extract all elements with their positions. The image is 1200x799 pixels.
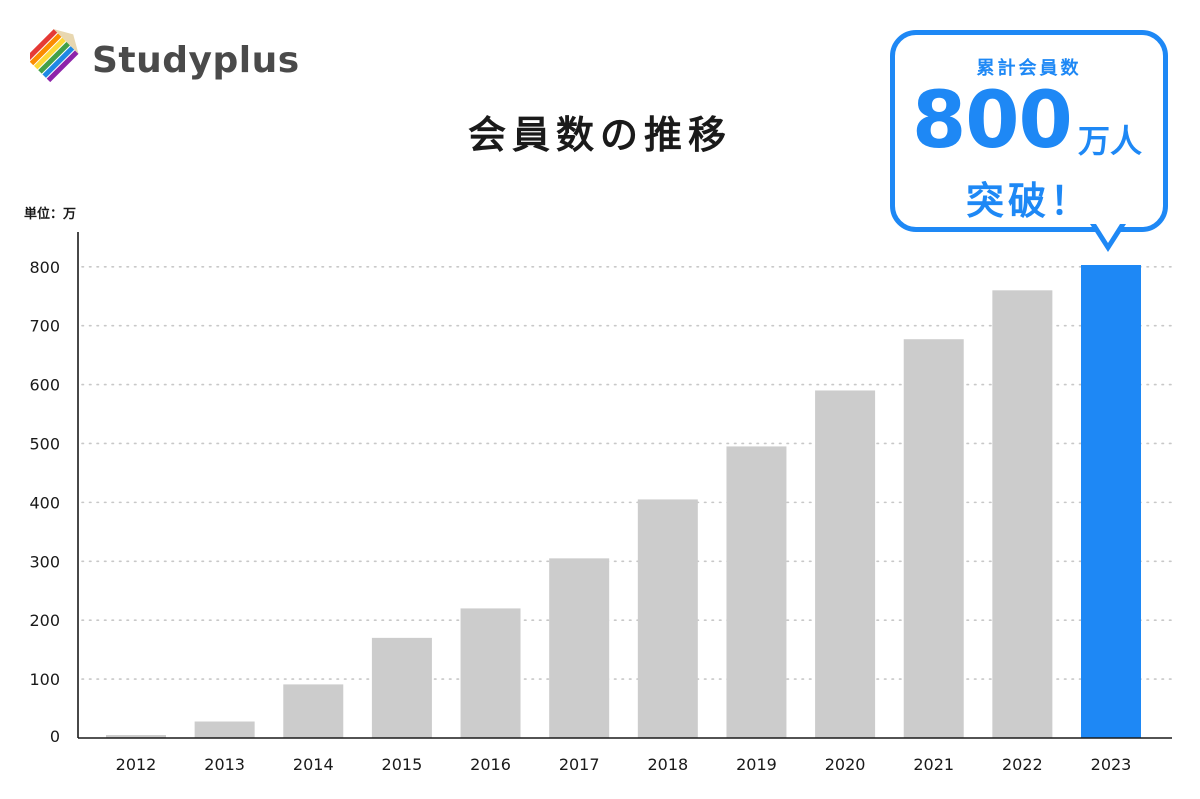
x-tick-label: 2023 bbox=[1091, 755, 1132, 774]
brand-name: Studyplus bbox=[92, 40, 300, 81]
bar bbox=[992, 290, 1053, 738]
x-tick-label: 2019 bbox=[736, 755, 777, 774]
milestone-callout: 累計会員数 800 万人 突破！ bbox=[890, 30, 1168, 252]
y-tick-label: 800 bbox=[29, 258, 60, 277]
x-tick-label: 2022 bbox=[1002, 755, 1043, 774]
label-layer: 0 100 200 300 400 500 600 700 800 2012 2013 2014 201… bbox=[29, 258, 1131, 774]
bar bbox=[637, 499, 698, 738]
callout-unit: 万人 bbox=[1078, 122, 1143, 160]
bar bbox=[371, 637, 432, 738]
callout-pointer bbox=[1090, 224, 1126, 252]
x-tick-label: 2020 bbox=[825, 755, 866, 774]
callout-number: 800 bbox=[912, 76, 1073, 166]
x-tick-label: 2016 bbox=[470, 755, 511, 774]
grid-layer bbox=[81, 265, 1173, 680]
bar bbox=[726, 446, 787, 738]
x-tick-label: 2021 bbox=[913, 755, 954, 774]
y-tick-label: 400 bbox=[29, 493, 60, 512]
x-tick-label: 2012 bbox=[116, 755, 157, 774]
bar bbox=[903, 339, 964, 738]
bar bbox=[283, 684, 344, 738]
bar bbox=[815, 390, 876, 738]
callout-box bbox=[890, 30, 1168, 232]
x-tick-label: 2015 bbox=[382, 755, 423, 774]
y-tick-label: 100 bbox=[29, 670, 60, 689]
callout-label: 累計会員数 bbox=[976, 58, 1082, 79]
chart-title: 会員数の推移 bbox=[467, 113, 732, 157]
bar-layer bbox=[106, 265, 1141, 738]
bar bbox=[460, 608, 521, 738]
callout-suffix: 突破！ bbox=[965, 179, 1092, 223]
x-tick-label: 2017 bbox=[559, 755, 600, 774]
x-tick-label: 2018 bbox=[647, 755, 688, 774]
pencil-stripes-icon bbox=[30, 29, 79, 83]
bar bbox=[106, 735, 166, 738]
brand-logo: Studyplus bbox=[30, 28, 299, 90]
axis-layer bbox=[77, 232, 1172, 739]
x-tick-label: 2014 bbox=[293, 755, 334, 774]
y-tick-label: 700 bbox=[29, 317, 60, 336]
bar-highlight bbox=[1081, 265, 1141, 738]
x-tick-label: 2013 bbox=[204, 755, 245, 774]
bar bbox=[549, 558, 610, 738]
y-tick-label: 200 bbox=[29, 611, 60, 630]
unit-label: 単位：万 bbox=[24, 207, 77, 222]
bar bbox=[194, 721, 255, 738]
y-tick-label: 600 bbox=[29, 376, 60, 395]
y-tick-label: 0 bbox=[50, 727, 60, 746]
y-tick-label: 500 bbox=[29, 434, 60, 453]
y-tick-label: 300 bbox=[29, 552, 60, 571]
